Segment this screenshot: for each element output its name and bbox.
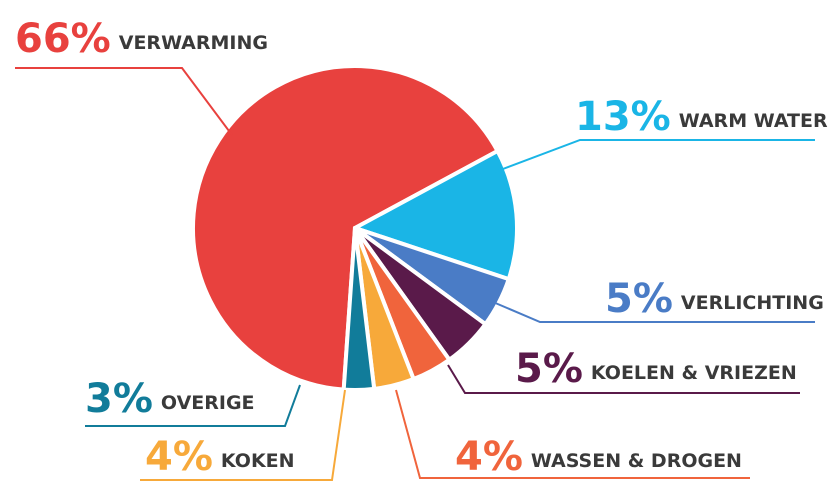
- leader-line: [140, 389, 346, 481]
- value-label: 5%: [515, 346, 583, 392]
- category-label: VERLICHTING: [681, 292, 824, 314]
- category-label: VERWARMING: [119, 32, 268, 54]
- leader-line: [494, 139, 815, 173]
- category-label: KOELEN & VRIEZEN: [591, 362, 797, 384]
- value-label: 5%: [605, 276, 673, 322]
- value-label: 4%: [145, 434, 213, 480]
- category-label: WASSEN & DROGEN: [531, 450, 742, 472]
- value-label: 13%: [575, 94, 671, 140]
- pie-slice: [353, 148, 519, 282]
- value-label: 66%: [15, 16, 111, 62]
- leader-line: [15, 67, 233, 136]
- value-label: 3%: [85, 376, 153, 422]
- leader-line: [447, 364, 800, 394]
- pie-slice: [191, 64, 500, 392]
- leader-line: [395, 389, 750, 479]
- leader-line: [85, 384, 301, 427]
- pie-slice: [341, 226, 377, 392]
- category-label: WARM WATER: [679, 110, 828, 132]
- leader-line: [492, 301, 815, 323]
- value-label: 4%: [455, 434, 523, 480]
- category-label: KOKEN: [221, 450, 295, 472]
- category-label: OVERIGE: [161, 392, 255, 414]
